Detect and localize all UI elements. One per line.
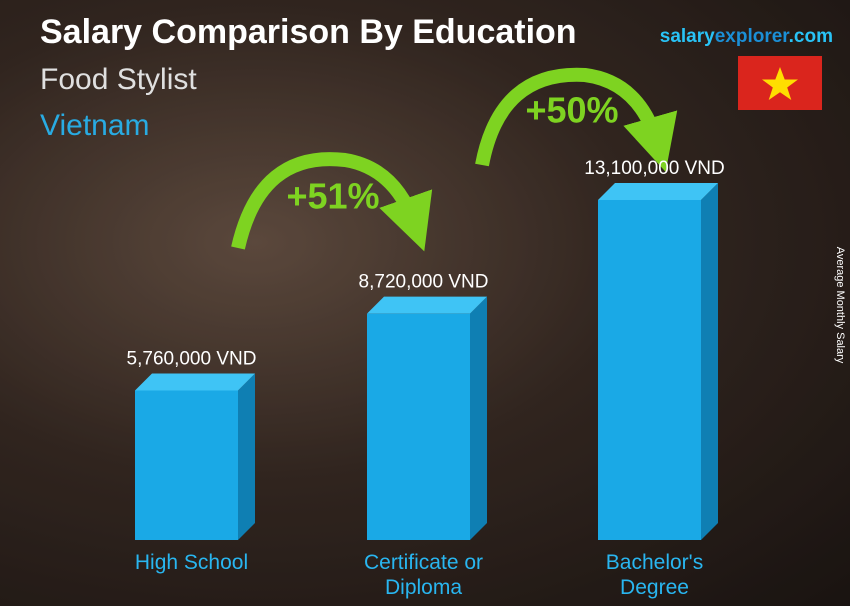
arrow <box>231 152 433 252</box>
arrow <box>475 67 678 172</box>
x-tick-label: Certificate or Diploma <box>363 551 484 599</box>
flag-star <box>762 67 798 100</box>
site-part: salary <box>660 26 715 47</box>
site-part: explorer <box>715 26 791 47</box>
site: salaryexplorer.com <box>660 26 833 47</box>
bar <box>598 200 701 540</box>
chart-title: Salary Comparison By Education <box>40 13 577 51</box>
value-label: 13,100,000 VND <box>584 158 725 179</box>
x-tick-label: Bachelor's Degree <box>605 551 704 599</box>
bar-top <box>367 296 487 314</box>
annotation: +50% <box>525 90 618 131</box>
y-axis-label: Average Monthly Salary <box>834 247 846 364</box>
bar <box>135 390 238 540</box>
bar <box>367 313 470 540</box>
x-tick-label: High School <box>134 551 249 574</box>
bar-side <box>238 373 255 540</box>
bar-top <box>598 183 718 200</box>
value-label: 5,760,000 VND <box>127 349 257 370</box>
country: Vietnam <box>40 109 150 142</box>
value-label: 8,720,000 VND <box>359 272 489 293</box>
bar-top <box>135 373 255 391</box>
subtitle: Food Stylist <box>40 63 197 96</box>
annotation: +51% <box>286 176 379 217</box>
site-part: .com <box>789 26 833 47</box>
bar-side <box>701 183 718 540</box>
bar-side <box>470 296 487 540</box>
